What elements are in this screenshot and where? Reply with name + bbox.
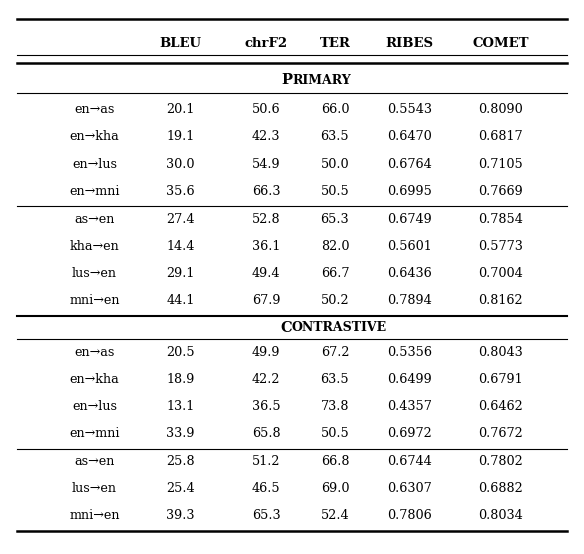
Text: 30.0: 30.0 bbox=[166, 157, 194, 171]
Text: 65.3: 65.3 bbox=[252, 509, 280, 522]
Text: en→kha: en→kha bbox=[69, 373, 119, 386]
Text: 50.5: 50.5 bbox=[321, 427, 349, 440]
Text: 20.5: 20.5 bbox=[166, 346, 194, 358]
Text: 13.1: 13.1 bbox=[166, 400, 194, 413]
Text: 29.1: 29.1 bbox=[166, 267, 194, 280]
Text: 63.5: 63.5 bbox=[321, 130, 349, 143]
Text: 0.6307: 0.6307 bbox=[387, 482, 432, 495]
Text: 82.0: 82.0 bbox=[321, 240, 349, 253]
Text: 0.8034: 0.8034 bbox=[478, 509, 523, 522]
Text: C: C bbox=[280, 321, 292, 335]
Text: 0.6882: 0.6882 bbox=[478, 482, 523, 495]
Text: 0.6749: 0.6749 bbox=[387, 213, 432, 225]
Text: ONTRASTIVE: ONTRASTIVE bbox=[292, 321, 387, 334]
Text: 67.2: 67.2 bbox=[321, 346, 349, 358]
Text: 0.8090: 0.8090 bbox=[478, 103, 523, 116]
Text: en→mni: en→mni bbox=[69, 184, 120, 198]
Text: 39.3: 39.3 bbox=[166, 509, 194, 522]
Text: 14.4: 14.4 bbox=[166, 240, 194, 253]
Text: 52.8: 52.8 bbox=[252, 213, 280, 225]
Text: 36.5: 36.5 bbox=[252, 400, 280, 413]
Text: 65.8: 65.8 bbox=[252, 427, 280, 440]
Text: 50.6: 50.6 bbox=[252, 103, 280, 116]
Text: 65.3: 65.3 bbox=[321, 213, 349, 225]
Text: 0.4357: 0.4357 bbox=[387, 400, 432, 413]
Text: mni→en: mni→en bbox=[69, 509, 120, 522]
Text: 51.2: 51.2 bbox=[252, 455, 280, 468]
Text: 0.7802: 0.7802 bbox=[478, 455, 523, 468]
Text: 67.9: 67.9 bbox=[252, 294, 280, 307]
Text: lus→en: lus→en bbox=[72, 482, 117, 495]
Text: as→en: as→en bbox=[74, 455, 114, 468]
Text: en→kha: en→kha bbox=[69, 130, 119, 143]
Text: 0.6499: 0.6499 bbox=[387, 373, 432, 386]
Text: 0.6764: 0.6764 bbox=[387, 157, 432, 171]
Text: COMET: COMET bbox=[472, 37, 529, 50]
Text: 69.0: 69.0 bbox=[321, 482, 349, 495]
Text: 0.7854: 0.7854 bbox=[478, 213, 523, 225]
Text: 66.7: 66.7 bbox=[321, 267, 349, 280]
Text: 63.5: 63.5 bbox=[321, 373, 349, 386]
Text: 0.6791: 0.6791 bbox=[478, 373, 523, 386]
Text: 52.4: 52.4 bbox=[321, 509, 349, 522]
Text: as→en: as→en bbox=[74, 213, 114, 225]
Text: 0.6995: 0.6995 bbox=[387, 184, 432, 198]
Text: 49.9: 49.9 bbox=[252, 346, 280, 358]
Text: RIBES: RIBES bbox=[385, 37, 433, 50]
Text: 50.5: 50.5 bbox=[321, 184, 349, 198]
Text: 73.8: 73.8 bbox=[321, 400, 349, 413]
Text: 0.6462: 0.6462 bbox=[478, 400, 523, 413]
Text: 0.8043: 0.8043 bbox=[478, 346, 523, 358]
Text: 46.5: 46.5 bbox=[252, 482, 280, 495]
Text: 42.3: 42.3 bbox=[252, 130, 280, 143]
Text: RIMARY: RIMARY bbox=[292, 74, 351, 87]
Text: 66.0: 66.0 bbox=[321, 103, 349, 116]
Text: en→lus: en→lus bbox=[72, 400, 117, 413]
Text: 42.2: 42.2 bbox=[252, 373, 280, 386]
Text: 0.6817: 0.6817 bbox=[478, 130, 523, 143]
Text: BLEU: BLEU bbox=[159, 37, 201, 50]
Text: 44.1: 44.1 bbox=[166, 294, 194, 307]
Text: 33.9: 33.9 bbox=[166, 427, 194, 440]
Text: 50.2: 50.2 bbox=[321, 294, 349, 307]
Text: 0.7672: 0.7672 bbox=[478, 427, 523, 440]
Text: en→mni: en→mni bbox=[69, 427, 120, 440]
Text: lus→en: lus→en bbox=[72, 267, 117, 280]
Text: 0.6470: 0.6470 bbox=[387, 130, 432, 143]
Text: kha→en: kha→en bbox=[69, 240, 119, 253]
Text: 66.3: 66.3 bbox=[252, 184, 280, 198]
Text: TER: TER bbox=[319, 37, 350, 50]
Text: 0.7004: 0.7004 bbox=[478, 267, 523, 280]
Text: 54.9: 54.9 bbox=[252, 157, 280, 171]
Text: 49.4: 49.4 bbox=[252, 267, 280, 280]
Text: 0.5601: 0.5601 bbox=[387, 240, 432, 253]
Text: 0.8162: 0.8162 bbox=[478, 294, 523, 307]
Text: chrF2: chrF2 bbox=[245, 37, 288, 50]
Text: en→as: en→as bbox=[74, 346, 114, 358]
Text: 19.1: 19.1 bbox=[166, 130, 194, 143]
Text: 50.0: 50.0 bbox=[321, 157, 349, 171]
Text: P: P bbox=[281, 74, 292, 88]
Text: 0.6972: 0.6972 bbox=[387, 427, 432, 440]
Text: en→lus: en→lus bbox=[72, 157, 117, 171]
Text: 0.5356: 0.5356 bbox=[387, 346, 432, 358]
Text: 0.7105: 0.7105 bbox=[478, 157, 523, 171]
Text: 0.7806: 0.7806 bbox=[387, 509, 432, 522]
Text: 0.7894: 0.7894 bbox=[387, 294, 432, 307]
Text: 27.4: 27.4 bbox=[166, 213, 194, 225]
Text: 0.6744: 0.6744 bbox=[387, 455, 432, 468]
Text: 0.6436: 0.6436 bbox=[387, 267, 432, 280]
Text: 0.5543: 0.5543 bbox=[387, 103, 432, 116]
Text: 25.8: 25.8 bbox=[166, 455, 194, 468]
Text: 0.7669: 0.7669 bbox=[478, 184, 523, 198]
Text: mni→en: mni→en bbox=[69, 294, 120, 307]
Text: 0.5773: 0.5773 bbox=[478, 240, 523, 253]
Text: 36.1: 36.1 bbox=[252, 240, 280, 253]
Text: 25.4: 25.4 bbox=[166, 482, 194, 495]
Text: 20.1: 20.1 bbox=[166, 103, 194, 116]
Text: en→as: en→as bbox=[74, 103, 114, 116]
Text: 35.6: 35.6 bbox=[166, 184, 194, 198]
Text: 18.9: 18.9 bbox=[166, 373, 194, 386]
Text: 66.8: 66.8 bbox=[321, 455, 349, 468]
